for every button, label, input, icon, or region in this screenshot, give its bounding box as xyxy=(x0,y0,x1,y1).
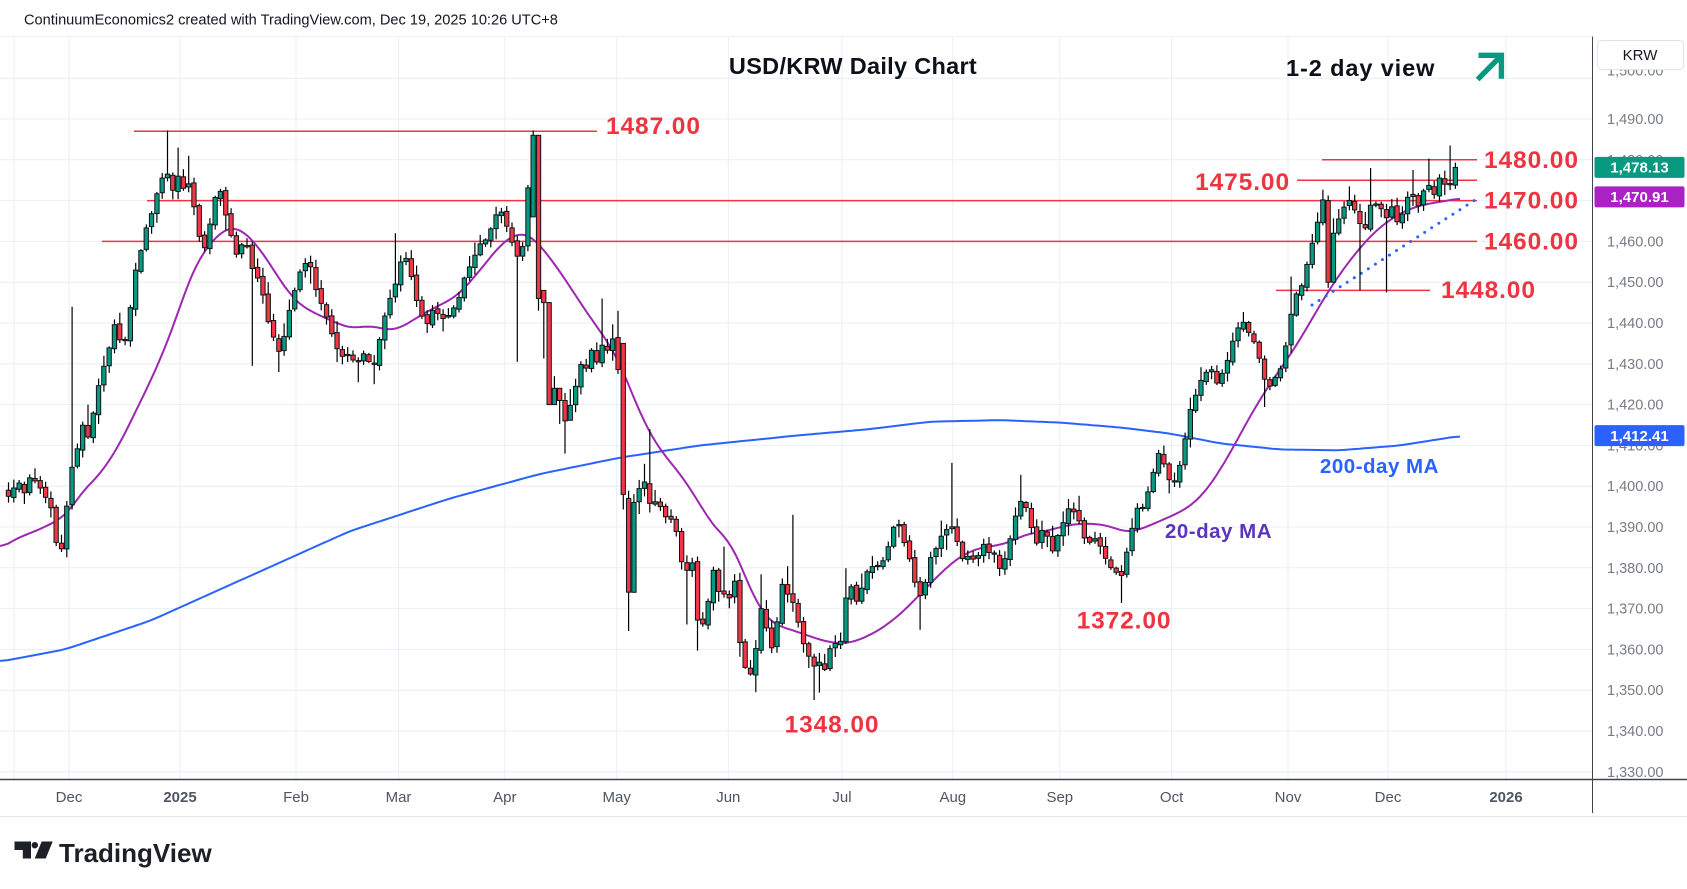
svg-text:1480.00: 1480.00 xyxy=(1484,147,1579,174)
svg-text:1448.00: 1448.00 xyxy=(1441,277,1536,304)
svg-text:1,360.00: 1,360.00 xyxy=(1607,642,1663,658)
svg-text:1,490.00: 1,490.00 xyxy=(1607,112,1663,128)
svg-text:2026: 2026 xyxy=(1489,789,1522,806)
svg-text:Jun: Jun xyxy=(716,789,740,806)
svg-text:1,420.00: 1,420.00 xyxy=(1607,398,1663,414)
svg-text:1475.00: 1475.00 xyxy=(1195,169,1290,196)
svg-text:1460.00: 1460.00 xyxy=(1484,228,1579,255)
svg-text:1470.00: 1470.00 xyxy=(1484,188,1579,215)
svg-text:1,412.41: 1,412.41 xyxy=(1610,428,1668,445)
svg-text:1372.00: 1372.00 xyxy=(1077,608,1172,635)
svg-text:1,350.00: 1,350.00 xyxy=(1607,683,1663,699)
svg-text:Oct: Oct xyxy=(1160,789,1184,806)
svg-text:Feb: Feb xyxy=(283,789,309,806)
svg-text:1,400.00: 1,400.00 xyxy=(1607,479,1663,495)
svg-text:Dec: Dec xyxy=(1375,789,1402,806)
svg-text:Aug: Aug xyxy=(939,789,966,806)
svg-text:Mar: Mar xyxy=(386,789,412,806)
svg-text:May: May xyxy=(603,789,632,806)
svg-text:1-2 day view: 1-2 day view xyxy=(1286,55,1435,81)
svg-text:20-day MA: 20-day MA xyxy=(1165,520,1272,543)
svg-text:ContinuumEconomics2 created wi: ContinuumEconomics2 created with Trading… xyxy=(24,13,558,29)
svg-text:1,380.00: 1,380.00 xyxy=(1607,561,1663,577)
svg-text:Sep: Sep xyxy=(1046,789,1073,806)
svg-text:1,370.00: 1,370.00 xyxy=(1607,602,1663,618)
svg-text:1348.00: 1348.00 xyxy=(785,712,880,739)
svg-text:2025: 2025 xyxy=(163,789,196,806)
svg-text:1,390.00: 1,390.00 xyxy=(1607,520,1663,536)
svg-text:1,430.00: 1,430.00 xyxy=(1607,357,1663,373)
svg-text:1,450.00: 1,450.00 xyxy=(1607,275,1663,291)
svg-text:1,478.13: 1,478.13 xyxy=(1610,160,1668,177)
svg-text:Nov: Nov xyxy=(1275,789,1302,806)
svg-text:200-day MA: 200-day MA xyxy=(1320,455,1439,478)
svg-text:1,460.00: 1,460.00 xyxy=(1607,234,1663,250)
svg-text:USD/KRW Daily Chart: USD/KRW Daily Chart xyxy=(729,53,977,79)
svg-text:TradingView: TradingView xyxy=(59,838,212,868)
svg-text:1,330.00: 1,330.00 xyxy=(1607,765,1663,781)
svg-text:Jul: Jul xyxy=(832,789,851,806)
svg-text:1487.00: 1487.00 xyxy=(606,113,701,140)
svg-text:1,340.00: 1,340.00 xyxy=(1607,724,1663,740)
svg-text:Apr: Apr xyxy=(493,789,516,806)
svg-text:KRW: KRW xyxy=(1623,47,1659,64)
svg-text:1,470.91: 1,470.91 xyxy=(1610,189,1668,206)
svg-text:Dec: Dec xyxy=(56,789,83,806)
svg-text:1,440.00: 1,440.00 xyxy=(1607,316,1663,332)
